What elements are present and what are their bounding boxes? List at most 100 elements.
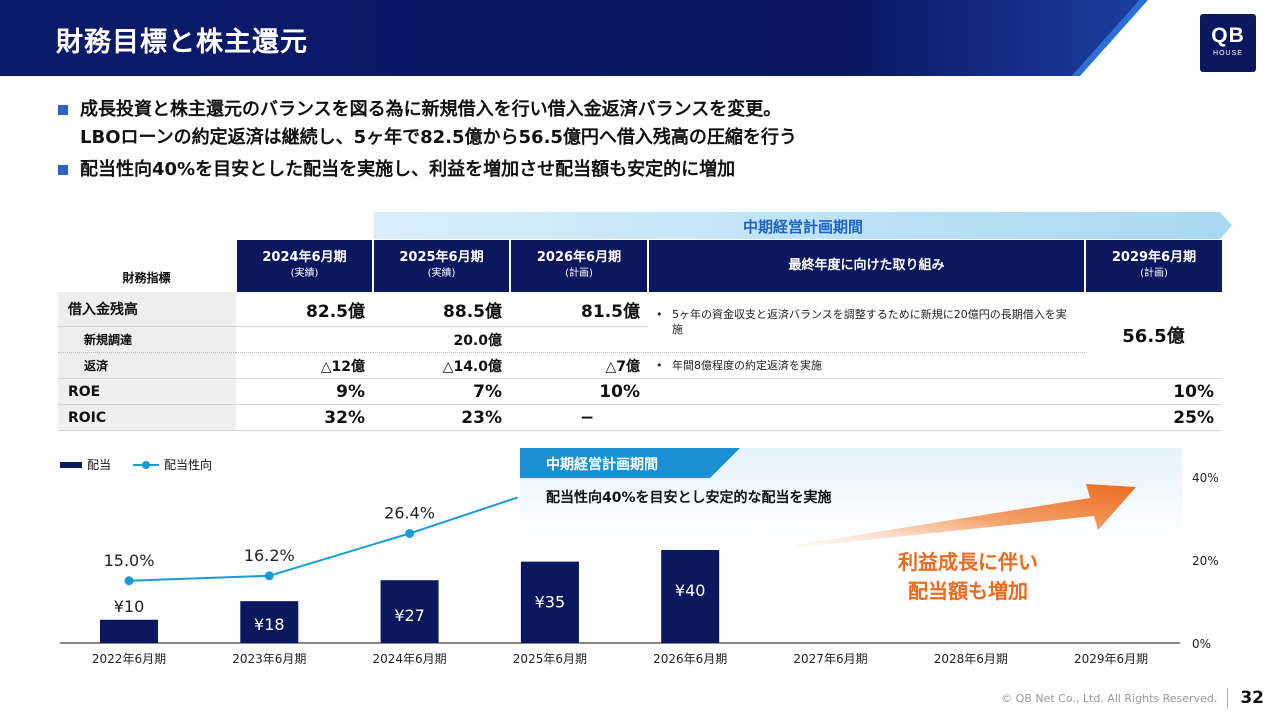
growth-note: 利益成長に伴い 配当額も増加 (868, 548, 1068, 606)
cell-value: △12億 (236, 352, 373, 379)
page-number: 32 (1240, 688, 1264, 708)
dividend-bar (520, 561, 579, 643)
cell-empty (648, 378, 1085, 405)
header-banner: 財務目標と株主還元 QB HOUSE (0, 0, 1280, 76)
cell-value: 20.0億 (373, 326, 510, 353)
table-row: 借入金残高 82.5億 88.5億 81.5億 • 5ヶ年の資金収支と返済バランス… (58, 292, 1222, 379)
x-axis-tick-label: 2029年6月期 (1074, 652, 1148, 666)
copyright-text: © QB Net Co., Ltd. All Rights Reserved. (1001, 691, 1218, 705)
growth-note-line1: 利益成長に伴い (898, 550, 1038, 574)
footer: © QB Net Co., Ltd. All Rights Reserved. … (1001, 688, 1264, 708)
note-text: 5ヶ年の資金収支と返済バランスを調整するために新規に20億円の長期借入を実施 (672, 308, 1067, 336)
mid-plan-description: 配当性向40%を目安とし安定的な配当を実施 (546, 490, 832, 506)
cell-value: 10% (510, 378, 648, 405)
financial-targets-table: 財務指標 2024年6月期 (実績) 2025年6月期 (実績) 2026年6月期(… (58, 240, 1222, 431)
row-label-borrowings: 借入金残高 (58, 292, 236, 327)
column-header-metric: 財務指標 (58, 240, 236, 292)
legend-bar-swatch (60, 461, 82, 468)
cell-value: 82.5億 (236, 292, 373, 327)
mid-plan-banner: 中期経営計画期間 (374, 212, 1232, 239)
column-header-2024: 2024年6月期 (実績) (235, 240, 373, 292)
dividend-bar-label: ¥18 (254, 615, 285, 634)
right-axis-tick-label: 40% (1192, 471, 1219, 485)
bullet-text: 配当性向40%を目安とした配当を実施し、利益を増加させ配当額も安定的に増加 (80, 159, 736, 180)
row-label-new-borrowing: 新規調達 (58, 326, 236, 353)
logo-main-text: QB (1211, 24, 1245, 47)
x-axis-tick-label: 2023年6月期 (232, 652, 306, 666)
dividend-bar-label: ¥35 (535, 593, 566, 612)
table-row: 返済 △12億 △14.0億 △7億 • 年間8億程度の約定返済を実施 (58, 352, 1222, 379)
x-axis-tick-label: 2028年6月期 (934, 652, 1008, 666)
chart-legend: 配当 配当性向 (60, 456, 212, 473)
cell-value (236, 326, 373, 353)
cell-value: 25% (1085, 404, 1222, 431)
payout-ratio-point (264, 571, 274, 581)
x-axis-tick-label: 2022年6月期 (92, 652, 166, 666)
growth-arrow (795, 484, 1136, 547)
qb-house-logo: QB HOUSE (1200, 14, 1256, 72)
legend-line-label: 配当性向 (164, 458, 213, 472)
bullet-text: 成長投資と株主還元のバランスを図る為に新規借入を行い借入金返済バランスを変更。 … (80, 99, 797, 148)
cell-value: 88.5億 (373, 292, 510, 327)
x-axis-tick-label: 2024年6月期 (373, 652, 447, 666)
dividend-bar-label: ¥27 (394, 606, 425, 625)
column-header-2029: 2029年6月期 (計画) (1084, 240, 1222, 292)
mid-plan-tag-label: 中期経営計画期間 (546, 457, 658, 473)
initiative-note-2: • 年間8億程度の約定返済を実施 (648, 352, 1085, 379)
cell-value: − (510, 404, 648, 431)
dividend-bar (380, 580, 439, 643)
payout-ratio-label: 15.0% (104, 551, 155, 570)
row-label-roic: ROIC (58, 404, 236, 431)
bullet-item: 配当性向40%を目安とした配当を実施し、利益を増加させ配当額も安定的に増加 (58, 156, 797, 184)
dividend-bar (240, 601, 299, 643)
x-axis-tick-label: 2026年6月期 (653, 652, 727, 666)
dividend-bar-label: ¥10 (114, 597, 145, 616)
cell-value: 23% (373, 404, 510, 431)
cell-empty (648, 404, 1085, 431)
cell-value: 32% (236, 404, 373, 431)
cell-borrow-2029: 56.5億 (1085, 292, 1222, 379)
row-label-roe: ROE (58, 378, 236, 405)
mid-plan-banner-label: 中期経営計画期間 (742, 218, 863, 236)
note-text: 年間8億程度の約定返済を実施 (672, 359, 822, 372)
page-title: 財務目標と株主還元 (56, 27, 308, 58)
dividend-bar (661, 550, 720, 643)
initiative-note-1: • 5ヶ年の資金収支と返済バランスを調整するために新規に20億円の長期借入を実施 (648, 292, 1085, 353)
column-header-2025: 2025年6月期 (実績) (372, 240, 510, 292)
legend-line-swatch (133, 460, 160, 469)
table-header-row: 財務指標 2024年6月期 (実績) 2025年6月期 (実績) 2026年6月期(… (58, 240, 1222, 292)
payout-ratio-label: 16.2% (244, 546, 295, 565)
cell-value: 10% (1085, 378, 1222, 405)
payout-ratio-line (128, 496, 518, 582)
payout-ratio-point (124, 576, 134, 586)
mid-plan-tag-shape (520, 448, 740, 478)
bullet-item: 成長投資と株主還元のバランスを図る為に新規借入を行い借入金返済バランスを変更。 … (58, 96, 797, 152)
x-axis-tick-label: 2025年6月期 (513, 652, 587, 666)
header-background (0, 0, 1148, 76)
payout-ratio-point (405, 528, 415, 538)
bullet-square-icon (58, 165, 68, 175)
mid-plan-banner-arrow (374, 212, 1232, 239)
dividend-bar (100, 619, 158, 643)
footer-divider (1227, 688, 1229, 708)
x-axis-tick-label: 2027年6月期 (793, 652, 867, 666)
bullet-square-icon (58, 105, 68, 115)
cell-value: 9% (236, 378, 373, 405)
cell-value: △14.0億 (373, 352, 510, 379)
growth-note-line2: 配当額も増加 (908, 579, 1028, 603)
legend-bar-label: 配当 (87, 458, 112, 472)
dividend-bar-label: ¥40 (675, 581, 706, 600)
dividend-chart: 0% 20% 40% 2022年6月期 2023年6月期 2024年6月期 2025年6月期… (60, 471, 1219, 666)
column-header-2026: 2026年6月期 (計画) (509, 240, 648, 292)
mid-plan-tag: 中期経営計画期間 (520, 448, 740, 478)
column-header-initiatives: 最終年度に向けた取り組み (647, 240, 1085, 292)
cell-value: 81.5億 (510, 292, 648, 327)
cell-value: △7億 (510, 352, 648, 379)
summary-bullets: 成長投資と株主還元のバランスを図る為に新規借入を行い借入金返済バランスを変更。 … (58, 96, 797, 184)
right-axis-tick-label: 0% (1192, 637, 1211, 651)
table-row: 新規調達 20.0億 (58, 326, 1222, 353)
cell-value (510, 326, 648, 353)
cell-value: 7% (373, 378, 510, 405)
row-label-repayment: 返済 (58, 352, 236, 379)
table-row: ROE 9% 7% 10% 10% (58, 378, 1222, 405)
